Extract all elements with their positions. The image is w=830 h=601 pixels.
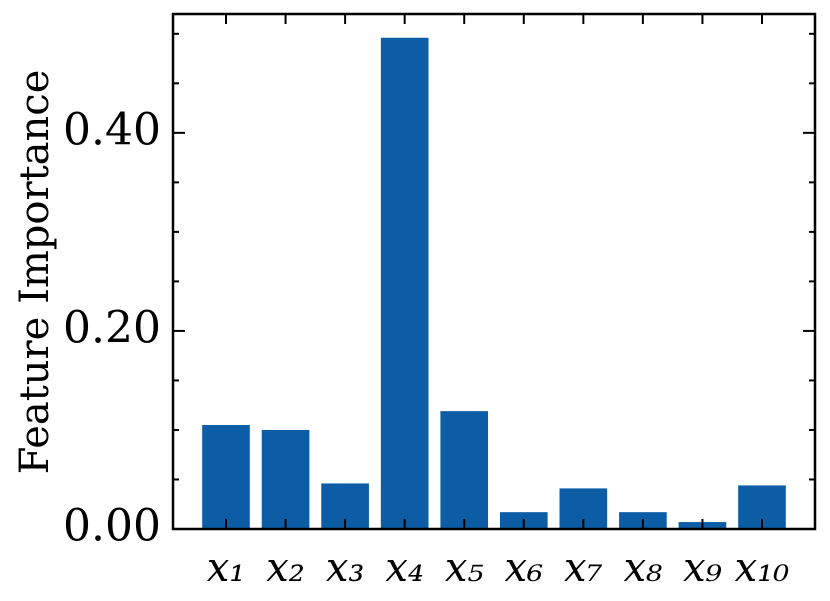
bar [380, 37, 429, 530]
x-tick-label: x₃ [326, 545, 365, 591]
x-tick-label: x₅ [445, 545, 484, 591]
y-tick-label: 0.20 [63, 302, 161, 353]
x-tick-label: x₈ [624, 545, 663, 591]
x-tick-label: x₄ [385, 545, 424, 591]
x-tick-label: x₂ [266, 545, 305, 591]
y-axis-label: Feature Importance [12, 70, 58, 475]
y-tick-label: 0.40 [63, 104, 161, 155]
bar [440, 411, 489, 529]
bar [261, 429, 310, 529]
x-tick-label: x₁ [207, 545, 246, 591]
plot-frame [171, 12, 817, 531]
x-tick-label: x₉ [683, 545, 722, 591]
y-tick-label: 0.00 [63, 501, 161, 552]
x-tick-label: x₆ [504, 545, 543, 591]
x-tick-label: x₇ [564, 545, 603, 591]
bar [202, 425, 250, 529]
x-tick-label: x₁₀ [735, 545, 790, 591]
